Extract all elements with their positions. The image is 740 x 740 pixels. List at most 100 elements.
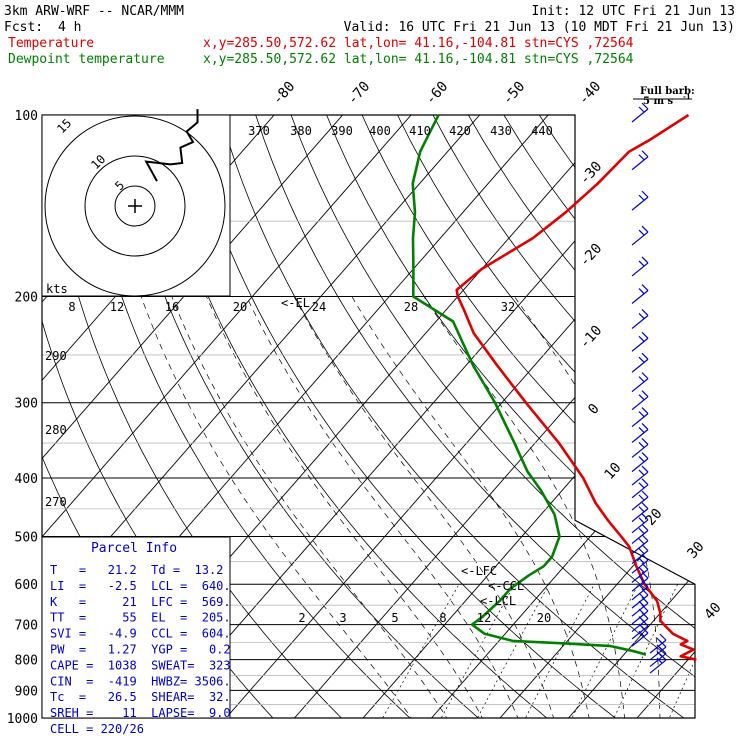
pressure-tick-label: 300 <box>15 397 38 412</box>
wind-barb <box>631 256 649 277</box>
isotherm-line <box>42 115 412 718</box>
pressure-tick-label: 600 <box>15 578 38 593</box>
forecast-label: Fcst: <box>4 20 43 35</box>
theta-left-label: 280 <box>45 423 67 437</box>
wind-barb <box>631 190 649 211</box>
pressure-tick-label: 1000 <box>7 712 38 727</box>
pressure-tick-label: 900 <box>15 684 38 699</box>
model-title: 3km ARW-WRF -- NCAR/MMM <box>4 4 184 19</box>
mixing-ratio-label: 12 <box>110 300 124 314</box>
isotherm-label: 30 <box>684 539 707 562</box>
mixing-ratio-label: 16 <box>165 300 179 314</box>
theta-label: 400 <box>369 124 391 138</box>
mixing-ratio-label: 2 <box>298 611 305 625</box>
pressure-tick-label: 200 <box>15 291 38 306</box>
wind-barb <box>649 633 667 654</box>
wind-barb <box>631 423 649 443</box>
pressure-tick-label: 100 <box>15 109 38 124</box>
parcel-info-row: SVI = -4.9 CCL = 604. <box>50 627 231 641</box>
isotherm-line <box>431 115 695 718</box>
pressure-tick-label: 400 <box>15 472 38 487</box>
wind-barb <box>631 513 649 534</box>
moist-adiabat-line <box>729 297 740 731</box>
wind-barb <box>631 534 649 555</box>
isotherm-line <box>568 115 695 718</box>
dry-adiabat-line <box>290 115 695 718</box>
hodograph-ring <box>114 185 156 227</box>
theta-label: 410 <box>409 124 431 138</box>
parcel-info-row: CAPE = 1038 SWEAT= 323 <box>50 658 231 672</box>
hodograph-trace <box>144 109 199 182</box>
legend-temperature-name: Temperature <box>8 36 94 51</box>
valid-time: Valid: 16 UTC Fri 21 Jun 13 (10 MDT Fri … <box>344 20 735 35</box>
isotherm-line <box>42 115 343 718</box>
wind-barb <box>631 524 649 544</box>
init-time: Init: 12 UTC Fri 21 Jun 13 <box>532 4 736 19</box>
isotherm-label: 0 <box>585 401 603 418</box>
mixing-ratio-line <box>518 584 595 718</box>
barb-key-line1: Full barb: <box>640 86 695 97</box>
wind-barb <box>631 438 649 458</box>
parcel-info-row: SREH = 11 LAPSE= 9.0 <box>50 706 231 720</box>
mixing-ratio-line <box>565 584 639 718</box>
dry-adiabat-line <box>717 115 740 731</box>
mixing-ratio-line <box>433 584 515 718</box>
wind-barb <box>631 478 649 499</box>
forecast-hour: 4 h <box>58 20 81 35</box>
mixing-ratio-label: 24 <box>312 300 326 314</box>
isotherm-line <box>636 115 695 718</box>
parcel-info-row: PW = 1.27 YGP = 0.2 <box>50 643 231 657</box>
parcel-info-row: Tc = 26.5 SHEAR= 32. <box>50 690 231 704</box>
dry-adiabat-line <box>645 115 695 718</box>
mixing-ratio-line <box>607 584 679 718</box>
isotherm-line <box>42 115 480 718</box>
moist-adiabat-line <box>246 296 524 718</box>
theta-left-label: 290 <box>45 349 67 363</box>
dry-adiabat-line <box>680 115 695 718</box>
legend-dewpoint-info: x,y=285.50,572.62 lat,lon= 41.16,-104.81… <box>203 52 634 67</box>
wind-barb <box>631 490 649 511</box>
wind-barb <box>631 102 649 123</box>
parcel-info-row: CELL = 220/26 <box>50 722 144 736</box>
parcel-info-title: Parcel Info <box>91 541 177 556</box>
isotherm-label: -40 <box>576 79 605 109</box>
moist-adiabat-line <box>206 296 490 718</box>
lcl-marker: <-LCL <box>480 594 516 608</box>
moist-adiabat-line <box>171 296 455 718</box>
parcel-info-row: T = 21.2 Td = 13.2 <box>50 563 223 577</box>
dry-adiabat-line <box>113 115 494 718</box>
dry-adiabat-line <box>326 115 695 718</box>
dry-adiabat-line <box>219 115 695 718</box>
wind-barb <box>631 390 649 411</box>
dry-adiabat-line <box>468 115 695 718</box>
wind-barb <box>631 502 649 523</box>
isotherm-line <box>362 115 695 718</box>
isotherm-label: -10 <box>577 323 606 353</box>
wind-barbs <box>631 102 667 674</box>
dry-adiabat-line <box>148 115 563 718</box>
isotherm-label: -70 <box>345 79 374 109</box>
pressure-tick-label: 700 <box>15 619 38 634</box>
mixing-ratio-label: 12 <box>477 611 491 625</box>
dry-adiabat-line <box>184 115 633 718</box>
wind-barb <box>631 225 649 246</box>
dewpoint-profile-line <box>411 114 647 656</box>
mixing-ratio-label: 5 <box>391 611 398 625</box>
moist-adiabat-line <box>423 296 627 718</box>
wind-barb <box>631 452 649 473</box>
dry-adiabat-line <box>609 115 695 718</box>
isotherm-label: -20 <box>577 241 606 271</box>
dry-adiabat-line <box>432 115 695 718</box>
mixing-ratio-label: 3 <box>339 611 346 625</box>
mixing-ratio-label: 20 <box>233 300 247 314</box>
isotherm-label: -80 <box>270 79 299 109</box>
wind-barb <box>631 544 649 565</box>
isotherm-line <box>294 115 695 718</box>
parcel-info-row: K = 21 LFC = 569. <box>50 595 231 609</box>
isotherm-line <box>706 115 740 718</box>
barb-key-exponent: -1 <box>683 92 691 101</box>
mixing-ratio-line <box>470 584 550 718</box>
isotherm-label: -50 <box>500 79 529 109</box>
